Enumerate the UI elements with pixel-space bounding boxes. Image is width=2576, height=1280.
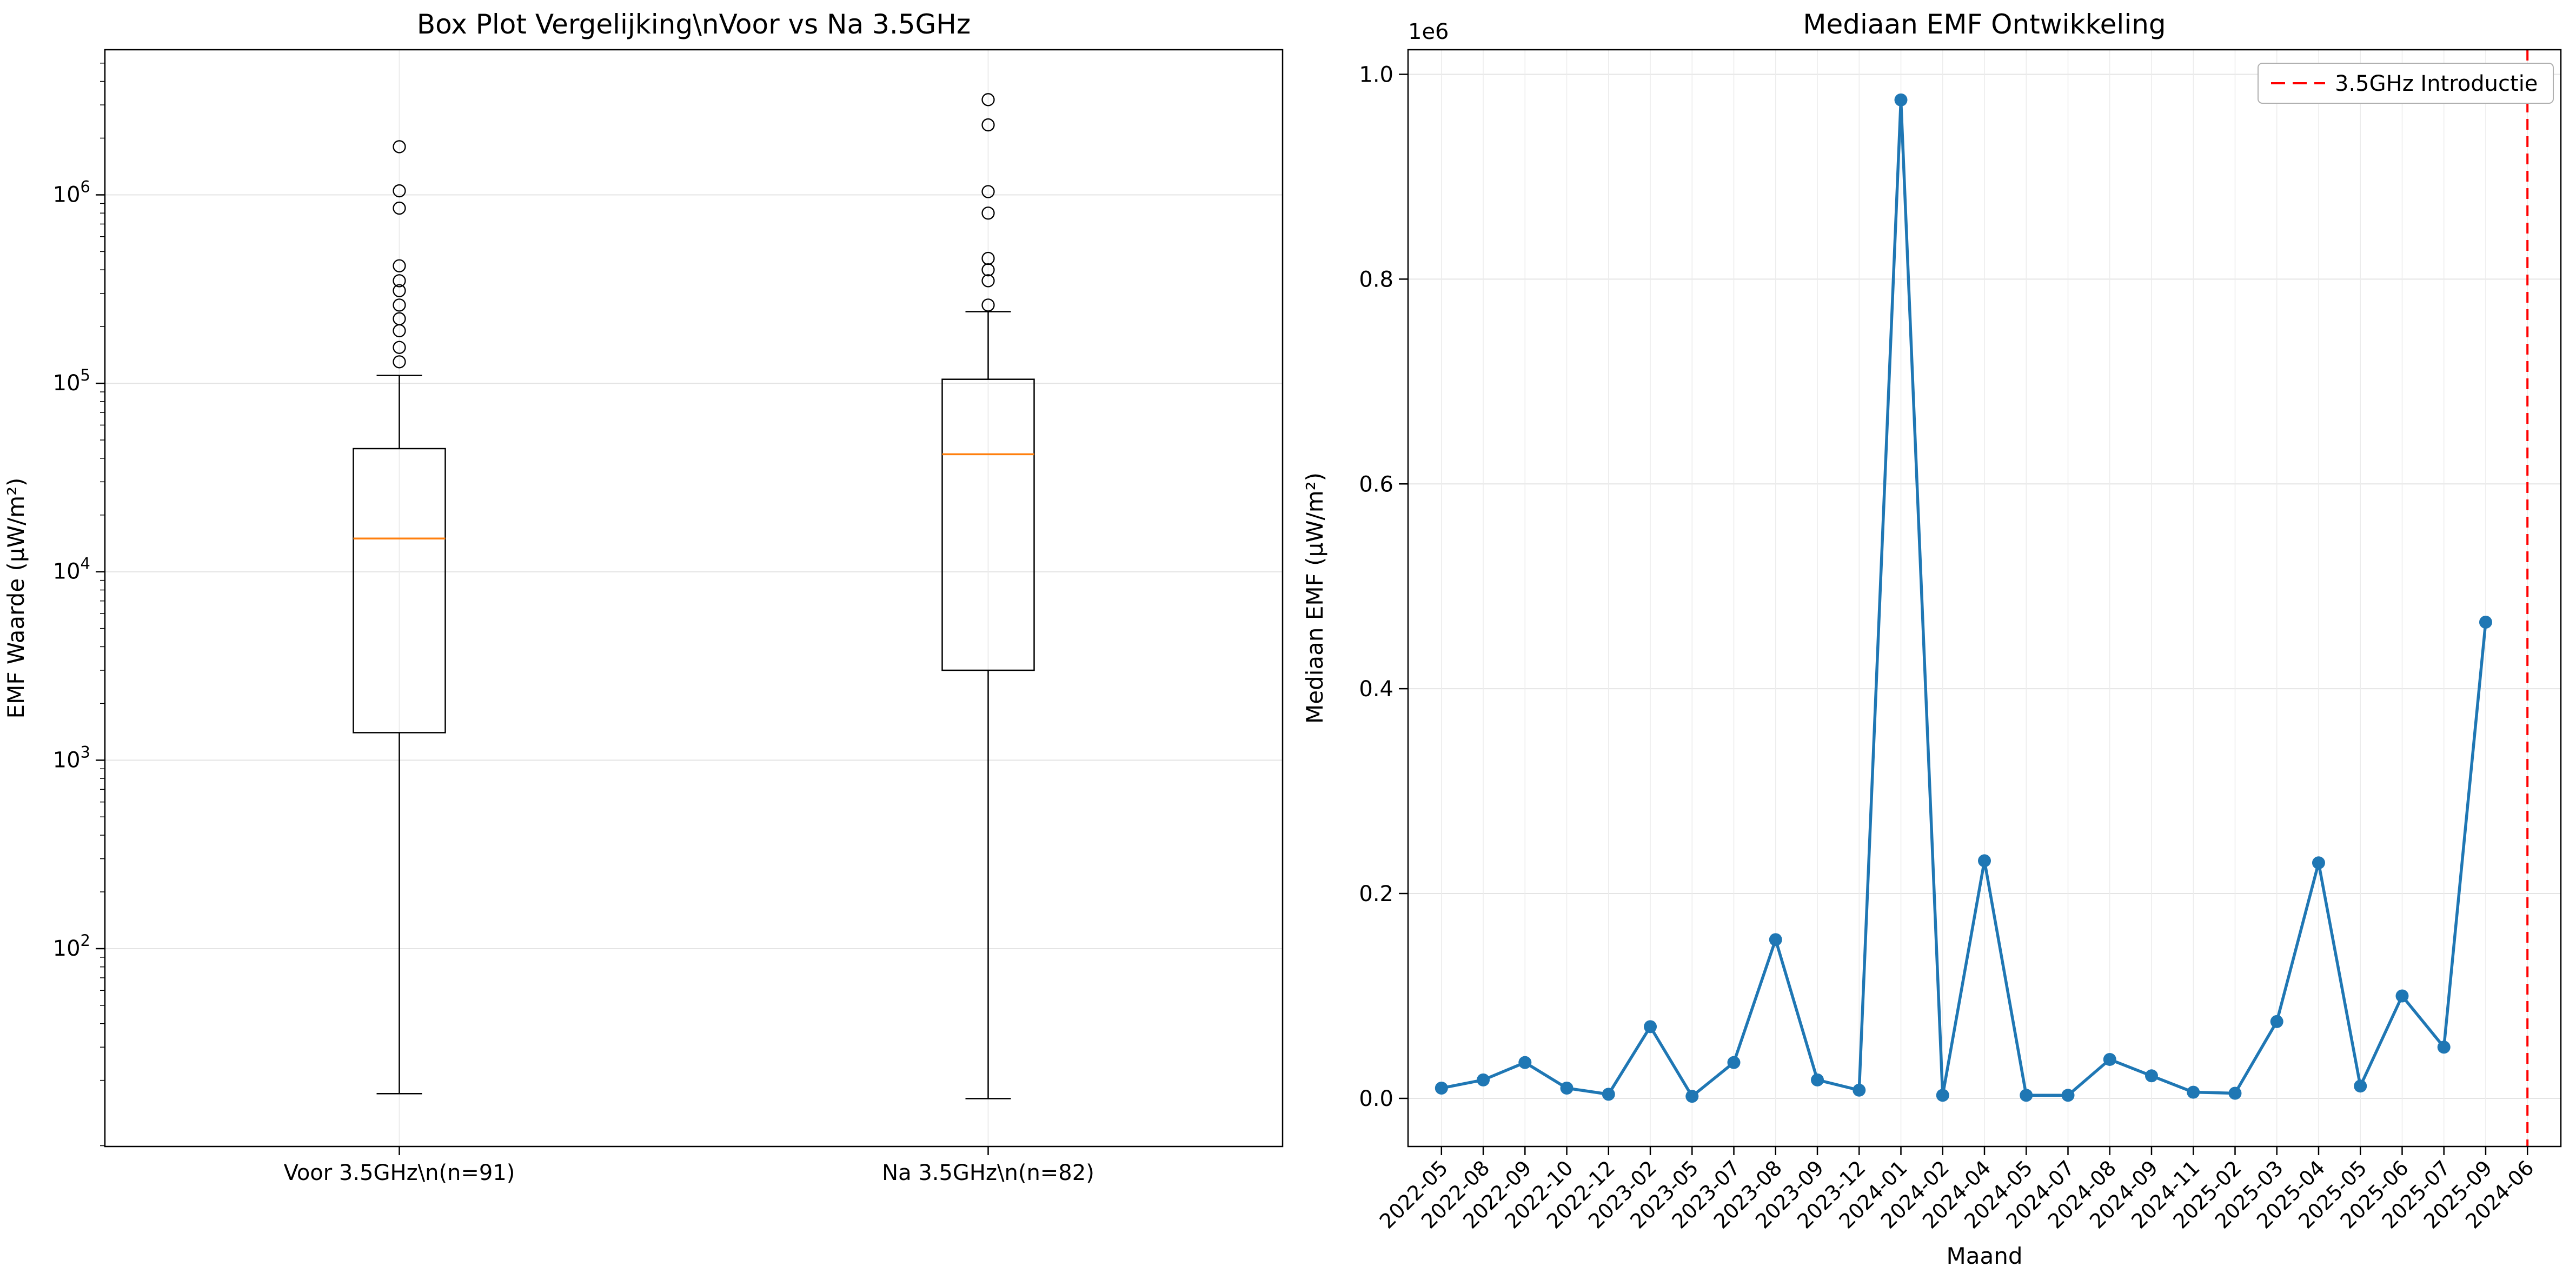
data-point (2145, 1069, 2158, 1083)
data-point (2312, 856, 2325, 870)
series-line (1440, 98, 2487, 1098)
data-point (1727, 1056, 1741, 1069)
boxplot-title: Box Plot Vergelijking\nVoor vs Na 3.5GHz (417, 9, 971, 40)
data-point (2020, 1089, 2033, 1102)
x-tick-label: Voor 3.5GHz\n(n=91) (284, 1161, 515, 1185)
outlier-point (393, 312, 406, 325)
data-point (1936, 1089, 1949, 1102)
line-chart: 0.00.20.40.60.81.01e62022-052022-082022-… (1302, 9, 2562, 1269)
y-tick-label: 104 (53, 555, 90, 584)
outlier-point (393, 201, 406, 215)
data-point (1477, 1073, 1490, 1086)
data-point (1644, 1020, 1657, 1034)
data-point (2479, 616, 2492, 629)
data-point (2395, 989, 2409, 1003)
legend: 3.5GHz Introductie (2258, 63, 2554, 104)
line-chart-xlabel: Maand (1947, 1243, 2023, 1269)
data-point (2061, 1089, 2075, 1102)
y-tick-label: 105 (53, 366, 90, 396)
box-group-1 (941, 93, 1035, 1099)
boxplot-chart: Voor 3.5GHz\n(n=91) Na 3.5GHz\n(n=82) 102 1… (3, 9, 1284, 1185)
outlier-point (393, 140, 406, 154)
x-tick-label: Na 3.5GHz\n(n=82) (882, 1161, 1094, 1185)
outlier-point (393, 284, 406, 297)
data-point (1811, 1073, 1824, 1086)
y-tick-label: 103 (53, 743, 90, 772)
legend-box (2258, 63, 2554, 104)
outlier-point (393, 298, 406, 312)
line-grid (1408, 50, 2561, 1146)
outlier-point (393, 341, 406, 354)
data-point (2270, 1015, 2283, 1028)
data-point (1769, 933, 1782, 946)
data-point (1518, 1056, 1532, 1069)
outlier-point (981, 185, 995, 198)
outlier-point (393, 355, 406, 369)
data-point (2187, 1085, 2200, 1099)
data-point (2354, 1079, 2367, 1093)
data-point (1685, 1090, 1699, 1103)
y-tick-label: 102 (53, 931, 90, 961)
data-point (2103, 1052, 2116, 1066)
y-axis-offset-text: 1e6 (1408, 19, 1449, 44)
outlier-point (981, 118, 995, 132)
y-tick-label: 106 (53, 177, 90, 207)
data-point (1560, 1082, 1574, 1095)
line-chart-ylabel: Mediaan EMF (μW/m²) (1302, 472, 1328, 724)
outlier-point (981, 298, 995, 312)
data-point (1978, 854, 1991, 868)
outlier-point (981, 251, 995, 265)
y-tick-label: 0.0 (1359, 1086, 1393, 1111)
y-tick-label: 0.4 (1359, 677, 1393, 702)
data-point (2437, 1041, 2451, 1054)
outlier-point (393, 184, 406, 198)
data-point (1894, 93, 1908, 106)
y-tick-label: 0.8 (1359, 267, 1393, 292)
y-tick-label: 0.2 (1359, 882, 1393, 906)
box-group-0 (353, 140, 446, 1095)
y-tick-label: 0.6 (1359, 472, 1393, 497)
outlier-point (981, 274, 995, 288)
data-point (1602, 1088, 1615, 1101)
data-point (1853, 1083, 1866, 1097)
box (941, 378, 1035, 671)
outlier-point (981, 206, 995, 220)
y-tick-label: 1.0 (1359, 62, 1393, 87)
box (353, 448, 446, 734)
legend-label: 3.5GHz Introductie (2335, 71, 2538, 96)
outlier-point (393, 259, 406, 272)
boxplot-ylabel: EMF Waarde (μW/m²) (3, 478, 29, 719)
data-point (2228, 1086, 2242, 1100)
data-point (1435, 1082, 1448, 1095)
boxplot-grid (105, 50, 1283, 1146)
axes-frame (104, 49, 1284, 1148)
line-chart-title: Mediaan EMF Ontwikkeling (1803, 9, 2166, 40)
outlier-point (393, 274, 406, 288)
outlier-point (981, 93, 995, 106)
